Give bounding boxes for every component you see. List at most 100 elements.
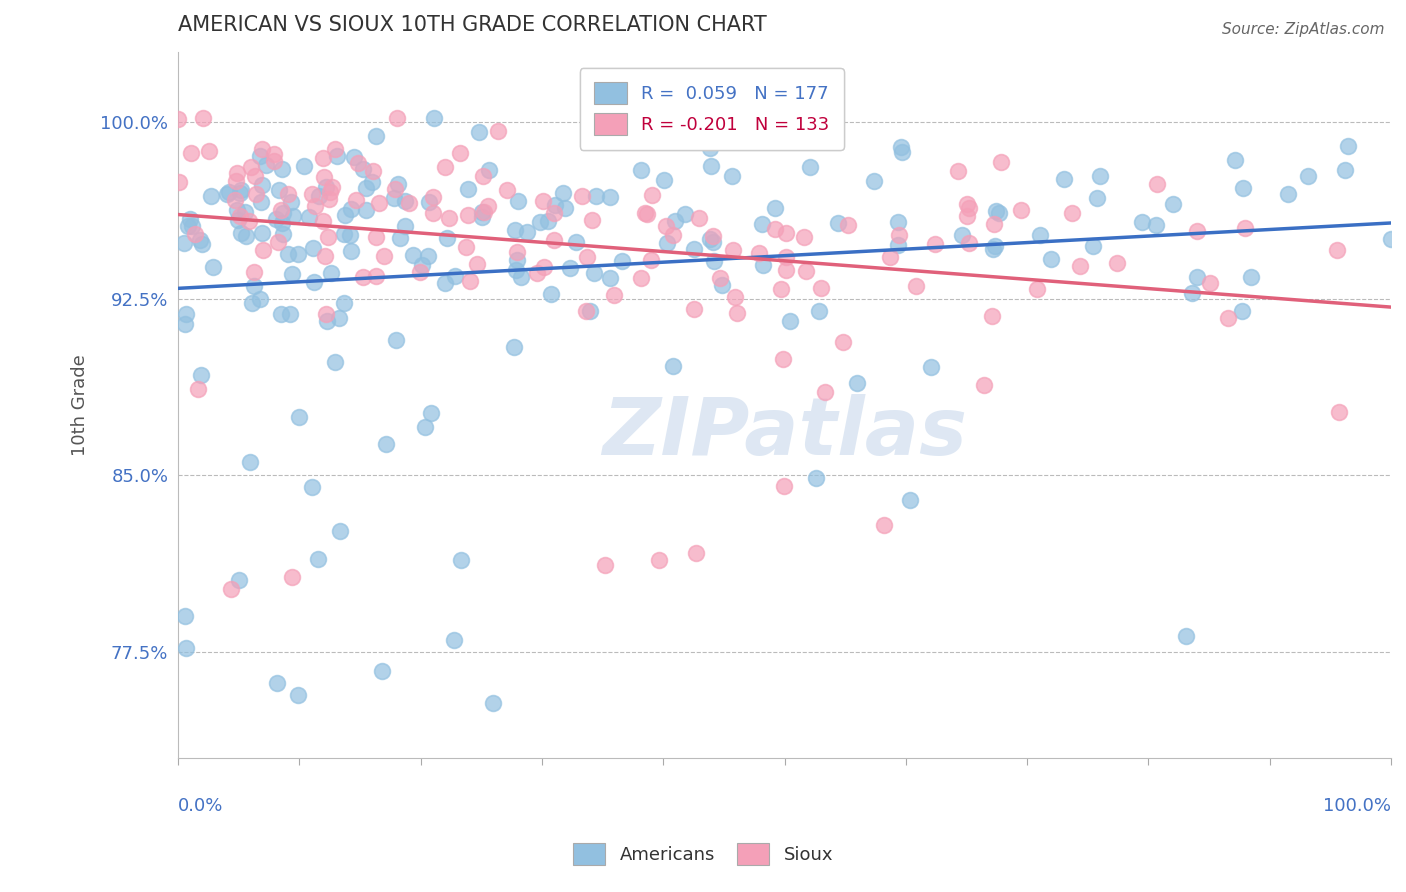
Point <box>252 142 274 156</box>
Point <box>270 161 292 176</box>
Point <box>273 205 295 219</box>
Point <box>314 170 336 185</box>
Point <box>879 250 901 264</box>
Point <box>887 238 910 252</box>
Point <box>773 479 796 493</box>
Point <box>184 227 207 242</box>
Point <box>269 184 291 198</box>
Point <box>250 226 273 240</box>
Point <box>340 202 363 217</box>
Point <box>898 492 921 507</box>
Point <box>328 311 350 326</box>
Point <box>474 204 496 219</box>
Point <box>673 206 696 220</box>
Point <box>702 235 724 249</box>
Point <box>468 125 491 139</box>
Text: Source: ZipAtlas.com: Source: ZipAtlas.com <box>1222 22 1385 37</box>
Point <box>526 266 548 280</box>
Point <box>354 180 377 194</box>
Point <box>264 211 287 226</box>
Point <box>540 287 562 301</box>
Point <box>721 169 744 183</box>
Text: ZIPatlas: ZIPatlas <box>602 394 967 472</box>
Point <box>249 292 271 306</box>
Point <box>352 162 374 177</box>
Point <box>1029 227 1052 242</box>
Point <box>544 198 567 212</box>
Point <box>266 676 288 690</box>
Point <box>505 263 527 277</box>
Point <box>711 278 734 293</box>
Point <box>361 164 384 178</box>
Point <box>434 161 457 175</box>
Point <box>198 144 221 158</box>
Point <box>503 222 526 236</box>
Point <box>200 189 222 203</box>
Point <box>984 204 1007 219</box>
Point <box>179 212 201 227</box>
Point <box>219 582 242 597</box>
Point <box>1326 243 1348 257</box>
Point <box>411 258 433 272</box>
Point <box>1180 286 1202 301</box>
Point <box>436 231 458 245</box>
Point <box>304 199 326 213</box>
Point <box>575 304 598 318</box>
Point <box>375 437 398 451</box>
Point <box>957 235 980 250</box>
Point <box>364 268 387 283</box>
Point <box>250 194 273 209</box>
Point <box>1327 404 1350 418</box>
Point <box>1223 153 1246 167</box>
Point <box>409 265 432 279</box>
Point <box>551 186 574 200</box>
Point <box>510 269 533 284</box>
Point <box>280 195 302 210</box>
Point <box>354 203 377 218</box>
Point <box>990 155 1012 169</box>
Point <box>1240 269 1263 284</box>
Point <box>287 688 309 702</box>
Point <box>371 664 394 678</box>
Point <box>292 159 315 173</box>
Point <box>277 246 299 260</box>
Point <box>254 157 277 171</box>
Point <box>281 267 304 281</box>
Y-axis label: 10th Grade: 10th Grade <box>72 354 89 456</box>
Point <box>956 196 979 211</box>
Point <box>174 609 197 624</box>
Point <box>215 186 238 201</box>
Point <box>226 166 249 180</box>
Point <box>174 317 197 331</box>
Point <box>188 234 211 248</box>
Point <box>321 180 343 194</box>
Point <box>352 270 374 285</box>
Point <box>775 227 797 241</box>
Point <box>422 190 444 204</box>
Point <box>775 250 797 264</box>
Point <box>793 230 815 244</box>
Point <box>191 111 214 125</box>
Point <box>531 194 554 209</box>
Point <box>752 258 775 272</box>
Point <box>1144 218 1167 232</box>
Point <box>239 161 262 175</box>
Point <box>191 236 214 251</box>
Point <box>957 202 980 216</box>
Point <box>1039 252 1062 266</box>
Point <box>581 212 603 227</box>
Point <box>699 141 721 155</box>
Point <box>814 384 837 399</box>
Text: 0.0%: 0.0% <box>179 797 224 814</box>
Point <box>315 307 337 321</box>
Point <box>335 208 357 222</box>
Point <box>948 164 970 178</box>
Point <box>281 209 304 223</box>
Point <box>458 274 481 288</box>
Point <box>887 227 910 242</box>
Point <box>751 217 773 231</box>
Point <box>318 193 340 207</box>
Point <box>471 205 494 219</box>
Point <box>312 151 335 165</box>
Point <box>465 257 488 271</box>
